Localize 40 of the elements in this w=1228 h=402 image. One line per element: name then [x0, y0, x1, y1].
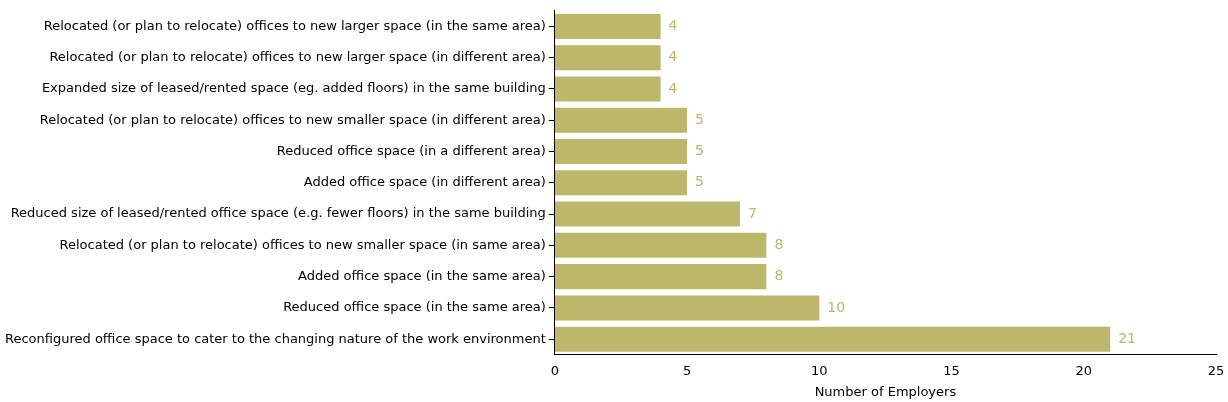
y-tick-label: Relocated (or plan to relocate) offices to new larger space (in the same area)	[43, 17, 546, 33]
bar	[554, 232, 767, 258]
data-label: 8	[774, 267, 784, 284]
bar	[554, 201, 740, 227]
data-label: 21	[1118, 329, 1137, 346]
data-label: 4	[668, 79, 678, 96]
x-tick-label: 20	[1075, 362, 1093, 378]
bar	[554, 76, 661, 102]
y-tick-label: Reduced office space (in a different area)	[276, 142, 546, 158]
x-axis-title: Number of Employers	[814, 383, 957, 399]
data-label: 4	[668, 48, 678, 65]
x-tick-label: 25	[1207, 362, 1225, 378]
bar	[554, 326, 1111, 352]
y-tick-label: Added office space (in the same area)	[298, 267, 546, 283]
data-label: 5	[695, 110, 704, 127]
data-label: 4	[668, 17, 678, 34]
data-label: 5	[695, 142, 704, 159]
y-tick-label: Added office space (in different area)	[303, 174, 546, 190]
y-tick-label: Relocated (or plan to relocate) offices to new smaller space (in different area)	[39, 111, 546, 127]
x-tick-label: 5	[682, 362, 692, 378]
x-tick-label: 10	[811, 362, 828, 378]
data-label: 8	[774, 235, 784, 252]
y-tick-label: Expanded size of leased/rented space (eg. added floors) in the same building	[41, 80, 546, 96]
bar	[554, 107, 688, 133]
bar	[554, 45, 661, 71]
y-tick-label: Reduced office space (in the same area)	[283, 299, 546, 315]
data-label: 10	[827, 298, 846, 315]
data-label: 7	[747, 204, 757, 221]
data-label: 5	[695, 173, 704, 190]
x-tick-label: 15	[943, 362, 960, 378]
bar	[554, 170, 688, 196]
y-tick-label: Relocated (or plan to relocate) offices to new smaller space (in same area)	[59, 236, 546, 252]
y-tick-label: Reduced size of leased/rented office space (e.g. fewer floors) in the same building	[10, 205, 546, 221]
bar	[554, 264, 767, 290]
x-tick-label: 0	[550, 362, 559, 378]
y-tick-label: Relocated (or plan to relocate) offices to new larger space (in different area)	[49, 49, 546, 65]
bar	[554, 139, 688, 165]
bar	[554, 13, 661, 39]
y-tick-label: Reconfigured office space to cater to the changing nature of the work environment	[4, 330, 546, 346]
bar	[554, 295, 820, 321]
